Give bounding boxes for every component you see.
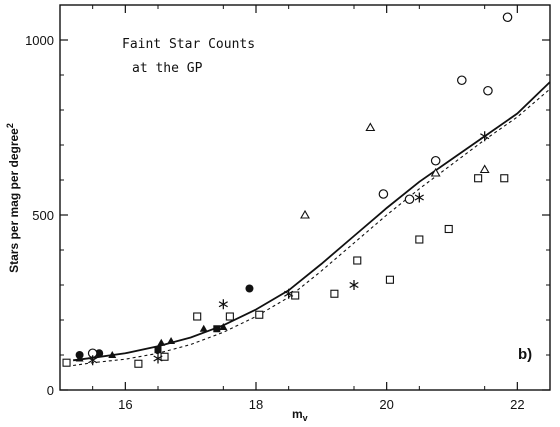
open-triangle-point — [300, 209, 310, 219]
open-circle-point — [378, 189, 389, 199]
filled-triangle-point — [167, 337, 176, 344]
filled-triangle-point — [199, 324, 208, 332]
open-square-point — [62, 358, 71, 367]
filled-triangle-point — [108, 351, 117, 358]
open-square-point — [385, 275, 394, 284]
open-triangle-point — [430, 167, 441, 177]
panel-label: b) — [518, 346, 532, 363]
y-axis-label-main: Stars per mag per degree — [7, 128, 21, 273]
asterisk-point — [480, 131, 490, 142]
open-square-point — [225, 312, 234, 321]
open-square-point — [193, 312, 202, 321]
asterisk-point — [414, 192, 424, 203]
filled-triangle-point — [219, 323, 228, 330]
asterisk-point — [88, 355, 98, 366]
chart-title-line-1: Faint Star Counts — [122, 37, 255, 52]
plot-frame — [59, 4, 551, 391]
open-circle-point — [483, 85, 493, 96]
open-square-point — [500, 174, 509, 183]
filled-square-point — [213, 325, 221, 333]
model-lines — [72, 81, 551, 367]
asterisk-point — [153, 353, 163, 364]
x-axis-label-main: m — [292, 407, 303, 421]
asterisk-stroke — [414, 194, 424, 201]
open-square-point — [444, 224, 453, 234]
open-circle-point — [404, 194, 415, 205]
open-circle-point — [502, 12, 513, 23]
y-tick-label: 1000 — [25, 33, 54, 48]
open-square-point — [255, 310, 264, 319]
open-circle-point — [430, 155, 441, 166]
open-square-point — [474, 174, 483, 183]
open-square-point — [353, 256, 362, 265]
asterisk-stroke — [349, 281, 359, 289]
asterisk-stroke — [218, 301, 228, 308]
filled-triangle-point — [157, 338, 166, 346]
filled-triangle-point — [75, 354, 84, 362]
chart-title-line-2: at the GP — [132, 61, 203, 76]
open-square-point — [134, 359, 143, 368]
x-axis-label-sub: v — [303, 413, 308, 423]
solid-model-line — [72, 81, 551, 362]
asterisk-point — [284, 288, 294, 299]
data-points — [62, 12, 513, 368]
asterisk-point — [349, 280, 359, 290]
asterisk-stroke — [153, 355, 163, 362]
open-square-point — [330, 289, 339, 298]
x-axis-label: mv — [292, 407, 308, 423]
filled-circle-point — [245, 284, 254, 293]
dotted-model-line — [73, 88, 551, 367]
y-axis-label-sup: 2 — [5, 123, 15, 128]
open-triangle-point — [479, 164, 490, 174]
asterisk-stroke — [480, 133, 490, 140]
y-axis-label: Stars per mag per degree2 — [5, 123, 21, 273]
x-tick-label: 18 — [249, 397, 263, 412]
open-circle-point — [456, 75, 467, 86]
asterisk-stroke — [88, 357, 98, 364]
ticks: 16 18 20 22 0 500 1000 — [25, 5, 550, 412]
open-triangle-point — [365, 122, 376, 132]
filled-circle-point — [95, 349, 104, 358]
asterisk-point — [218, 299, 228, 310]
asterisk-stroke — [284, 290, 294, 297]
open-square-point — [415, 235, 424, 244]
filled-square-point — [154, 346, 162, 354]
x-tick-label: 22 — [510, 397, 524, 412]
y-tick-label: 0 — [47, 383, 54, 398]
x-tick-label: 20 — [379, 397, 393, 412]
y-tick-label: 500 — [32, 208, 54, 223]
x-tick-label: 16 — [118, 397, 132, 412]
